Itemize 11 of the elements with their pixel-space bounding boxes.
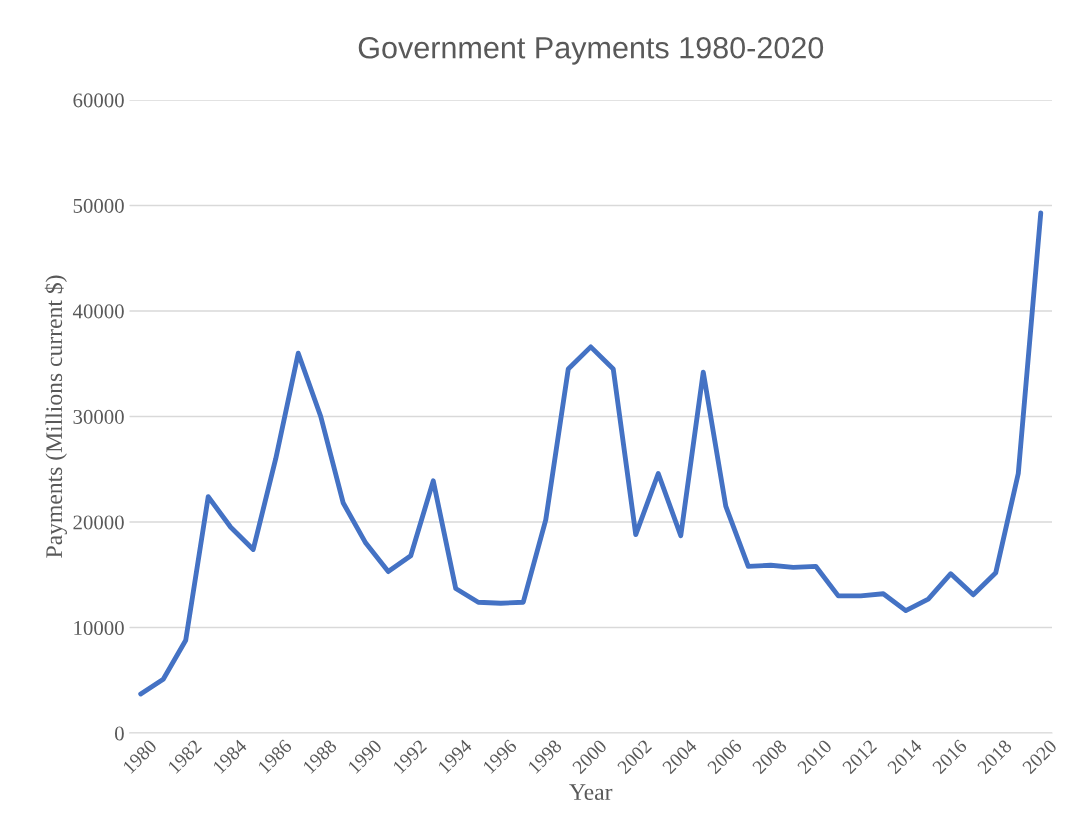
y-tick-label: 60000 bbox=[73, 93, 124, 108]
y-tick-label: 50000 bbox=[73, 198, 124, 213]
chart-title: Government Payments 1980-2020 bbox=[358, 36, 824, 65]
line-series bbox=[138, 210, 1044, 697]
y-tick-label: 20000 bbox=[73, 515, 124, 530]
y-tick-label: 30000 bbox=[73, 409, 124, 424]
y-axis-title: Payments (Millions current $) bbox=[44, 275, 67, 558]
y-tick-label: 40000 bbox=[72, 304, 124, 319]
y-tick-label: 10000 bbox=[74, 620, 124, 635]
x-axis-title: Year bbox=[569, 784, 613, 801]
y-tick-label: 0 bbox=[115, 726, 124, 741]
